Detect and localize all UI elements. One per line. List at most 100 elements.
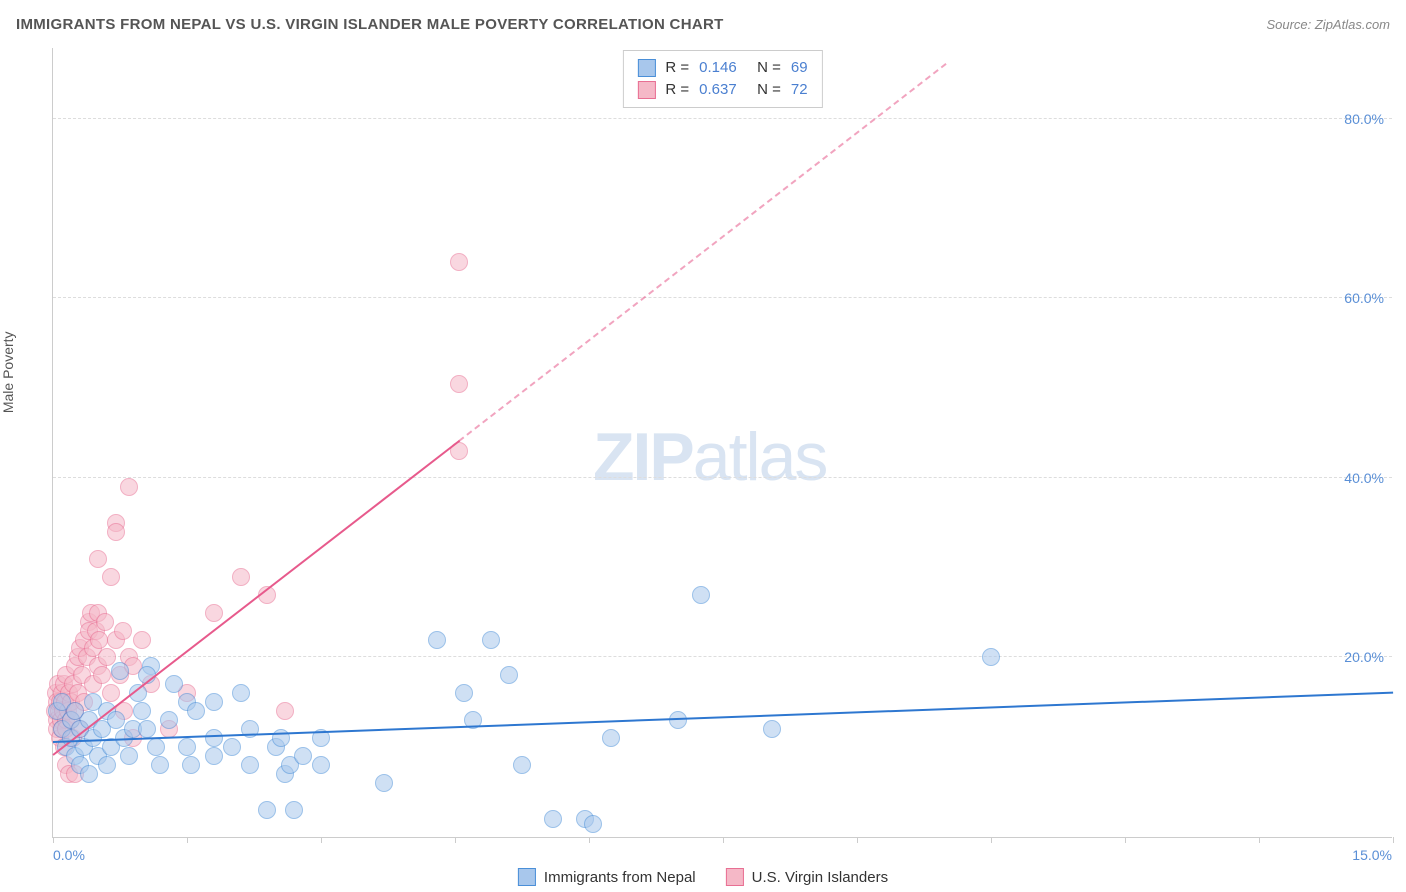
- source-attribution: Source: ZipAtlas.com: [1266, 17, 1390, 32]
- usvi-point: [205, 604, 223, 622]
- xtick: [1125, 837, 1126, 843]
- nepal-point: [178, 738, 196, 756]
- gridline: [53, 477, 1392, 478]
- xtick: [723, 837, 724, 843]
- nepal-point: [584, 815, 602, 833]
- correlation-stats-box: R = 0.146 N = 69 R = 0.637 N = 72: [622, 50, 822, 108]
- usvi-point: [93, 666, 111, 684]
- xtick: [589, 837, 590, 843]
- nepal-point: [669, 711, 687, 729]
- nepal-point: [120, 747, 138, 765]
- nepal-point: [312, 756, 330, 774]
- legend-item-nepal: Immigrants from Nepal: [518, 868, 696, 886]
- trend-usvi: [52, 440, 460, 756]
- xtick: [187, 837, 188, 843]
- nepal-point: [692, 586, 710, 604]
- ytick-label: 20.0%: [1344, 649, 1384, 665]
- stats-row-nepal: R = 0.146 N = 69: [637, 57, 807, 79]
- legend: Immigrants from Nepal U.S. Virgin Island…: [518, 868, 888, 886]
- r-value-nepal: 0.146: [699, 57, 747, 79]
- gridline: [53, 118, 1392, 119]
- nepal-point: [80, 765, 98, 783]
- usvi-point: [232, 568, 250, 586]
- ytick-label: 40.0%: [1344, 470, 1384, 486]
- nepal-point: [151, 756, 169, 774]
- nepal-point: [205, 747, 223, 765]
- nepal-point: [763, 720, 781, 738]
- chart-container: IMMIGRANTS FROM NEPAL VS U.S. VIRGIN ISL…: [0, 0, 1406, 892]
- xtick: [1259, 837, 1260, 843]
- usvi-point: [96, 613, 114, 631]
- usvi-point: [89, 550, 107, 568]
- usvi-point: [114, 622, 132, 640]
- nepal-point: [375, 774, 393, 792]
- xtick: [321, 837, 322, 843]
- nepal-point: [223, 738, 241, 756]
- nepal-point: [455, 684, 473, 702]
- ytick-label: 80.0%: [1344, 111, 1384, 127]
- legend-label-usvi: U.S. Virgin Islanders: [752, 869, 888, 886]
- xtick: [991, 837, 992, 843]
- xtick: [455, 837, 456, 843]
- nepal-point: [482, 631, 500, 649]
- xtick-label: 15.0%: [1352, 847, 1392, 863]
- watermark: ZIPatlas: [593, 418, 826, 496]
- xtick-label: 0.0%: [53, 847, 85, 863]
- xtick: [857, 837, 858, 843]
- watermark-zip: ZIP: [593, 419, 693, 495]
- r-label: R =: [665, 79, 689, 101]
- n-value-usvi: 72: [791, 79, 808, 101]
- nepal-point: [428, 631, 446, 649]
- nepal-point: [982, 648, 1000, 666]
- usvi-point: [450, 375, 468, 393]
- nepal-point: [98, 756, 116, 774]
- ytick-label: 60.0%: [1344, 290, 1384, 306]
- swatch-nepal: [518, 868, 536, 886]
- r-value-usvi: 0.637: [699, 79, 747, 101]
- legend-label-nepal: Immigrants from Nepal: [544, 869, 696, 886]
- plot-area: ZIPatlas R = 0.146 N = 69 R = 0.637 N = …: [52, 48, 1392, 838]
- nepal-point: [500, 666, 518, 684]
- nepal-point: [513, 756, 531, 774]
- nepal-point: [165, 675, 183, 693]
- usvi-point: [102, 568, 120, 586]
- nepal-point: [294, 747, 312, 765]
- usvi-point: [107, 523, 125, 541]
- nepal-point: [182, 756, 200, 774]
- nepal-point: [133, 702, 151, 720]
- gridline: [53, 656, 1392, 657]
- nepal-point: [544, 810, 562, 828]
- trend-usvi-dash: [459, 63, 947, 442]
- usvi-point: [102, 684, 120, 702]
- swatch-usvi: [726, 868, 744, 886]
- xtick: [53, 837, 54, 843]
- usvi-point: [276, 702, 294, 720]
- nepal-point: [285, 801, 303, 819]
- nepal-point: [241, 756, 259, 774]
- n-value-nepal: 69: [791, 57, 808, 79]
- usvi-point: [120, 478, 138, 496]
- xtick: [1393, 837, 1394, 843]
- r-label: R =: [665, 57, 689, 79]
- trend-nepal: [53, 691, 1393, 742]
- nepal-point: [205, 693, 223, 711]
- nepal-point: [107, 711, 125, 729]
- nepal-point: [160, 711, 178, 729]
- nepal-point: [258, 801, 276, 819]
- nepal-point: [111, 662, 129, 680]
- stats-row-usvi: R = 0.637 N = 72: [637, 79, 807, 101]
- nepal-point: [205, 729, 223, 747]
- legend-item-usvi: U.S. Virgin Islanders: [726, 868, 888, 886]
- chart-title: IMMIGRANTS FROM NEPAL VS U.S. VIRGIN ISL…: [16, 16, 724, 33]
- header: IMMIGRANTS FROM NEPAL VS U.S. VIRGIN ISL…: [0, 0, 1406, 40]
- swatch-nepal: [637, 59, 655, 77]
- nepal-point: [138, 720, 156, 738]
- swatch-usvi: [637, 81, 655, 99]
- watermark-atlas: atlas: [693, 419, 827, 495]
- y-axis-label: Male Poverty: [0, 331, 16, 413]
- gridline: [53, 297, 1392, 298]
- n-label: N =: [757, 79, 781, 101]
- nepal-point: [602, 729, 620, 747]
- nepal-point: [187, 702, 205, 720]
- nepal-point: [147, 738, 165, 756]
